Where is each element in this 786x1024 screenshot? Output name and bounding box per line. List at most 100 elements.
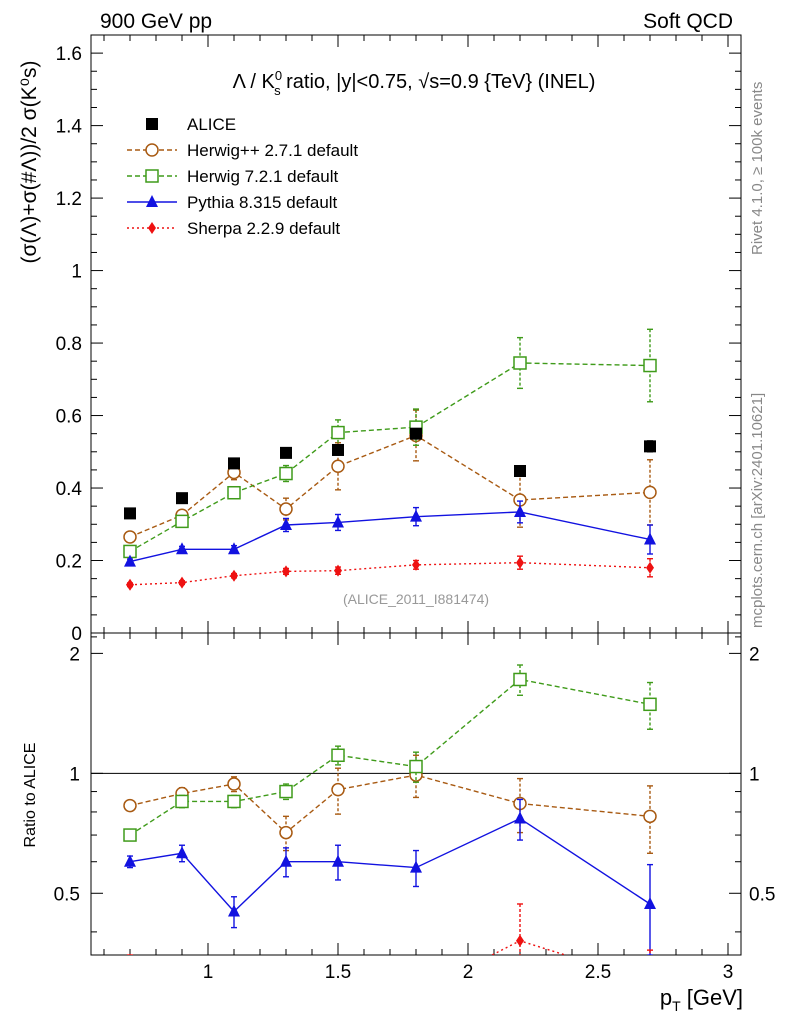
ratio-point-herwig-2-7-1-default <box>279 825 293 840</box>
main-line-pythia-8-315-default <box>129 511 651 563</box>
legend-label-sherpa-2-2-9-default: Sherpa 2.2.9 default <box>187 219 340 238</box>
legend-label-pythia-8-315-default: Pythia 8.315 default <box>187 193 338 212</box>
main-point-herwig-2-7-1-default <box>123 530 137 544</box>
main-point-sherpa-2-2-9-default <box>230 569 238 582</box>
ratio-point-herwig-7-2-1-default <box>331 748 345 763</box>
main-point-herwig-7-2-1-default <box>279 466 293 481</box>
legend-label-alice: ALICE <box>187 115 236 134</box>
main-point-alice <box>410 427 422 440</box>
ratio-tick-label: 0.5 <box>54 884 80 905</box>
header-left-label: 900 GeV pp <box>100 10 212 33</box>
main-point-herwig-7-2-1-default <box>175 514 189 529</box>
ratio-line-pythia-8-315-default <box>129 817 651 913</box>
ratio-point-sherpa-2-2-9-default <box>646 976 654 988</box>
ratio-point-pythia-8-315-default <box>332 854 344 867</box>
legend-marker-alice <box>146 118 158 130</box>
main-line-sherpa-2-2-9-default <box>129 561 651 586</box>
y-tick-label: 1.4 <box>56 117 83 138</box>
y-tick-label: 0.6 <box>56 407 82 428</box>
main-point-sherpa-2-2-9-default <box>126 578 134 591</box>
main-point-sherpa-2-2-9-default <box>178 576 186 589</box>
ratio-point-sherpa-2-2-9-default <box>129 954 131 955</box>
ratio-point-herwig-2-7-1-default <box>227 777 241 791</box>
ratio-point-pythia-8-315-default <box>644 896 656 909</box>
main-point-pythia-8-315-default <box>410 509 422 522</box>
main-point-pythia-8-315-default <box>176 542 188 555</box>
ratio-point-pythia-8-315-default <box>280 854 292 867</box>
ratio-y-axis-label: Ratio to ALICE <box>22 743 39 848</box>
legend: ALICE Herwig++ 2.7.1 default Herwig 7.2.1 … <box>127 115 358 238</box>
ratio-point-pythia-8-315-default <box>514 811 526 824</box>
main-point-sherpa-2-2-9-default <box>334 564 342 577</box>
x-tick-label: 3 <box>723 962 734 983</box>
main-point-sherpa-2-2-9-default <box>646 561 654 574</box>
ratio-point-sherpa-2-2-9-default <box>412 988 420 1000</box>
y-tick-label: 1.2 <box>56 189 82 210</box>
main-point-herwig-2-7-1-default <box>279 502 293 516</box>
ratio-point-pythia-8-315-default <box>176 846 188 859</box>
chart-title: Λ / K0 s ratio, |y|<0.75, √s=0.9 {TeV} (I… <box>233 68 596 98</box>
ratio-point-herwig-7-2-1-default <box>123 828 137 842</box>
y-tick-label: 0.8 <box>56 334 82 355</box>
ratio-tick-label-right: 1 <box>749 764 760 785</box>
site-label: mcplots.cern.ch [arXiv:2401.10621] <box>749 393 766 628</box>
ratio-line-sherpa-2-2-9-default <box>490 940 568 955</box>
ratio-line-herwig-7-2-1-default <box>129 678 651 836</box>
rivet-label: Rivet 4.1.0, ≥ 100k events <box>749 82 766 255</box>
main-point-alice <box>514 464 526 477</box>
main-point-herwig-7-2-1-default <box>331 425 345 440</box>
legend-marker-pythia-8-315-default <box>146 195 158 207</box>
ratio-point-sherpa-2-2-9-default <box>230 994 238 1006</box>
ratio-point-herwig-7-2-1-default <box>279 784 293 799</box>
ratio-point-herwig-7-2-1-default <box>227 794 241 809</box>
main-point-alice <box>644 440 656 453</box>
main-point-pythia-8-315-default <box>644 532 656 545</box>
ratio-point-herwig-2-7-1-default <box>123 798 137 813</box>
main-point-herwig-7-2-1-default <box>227 485 241 500</box>
ratio-point-herwig-7-2-1-default <box>513 672 527 687</box>
main-point-alice <box>332 443 344 456</box>
y-tick-label: 0.2 <box>56 552 82 573</box>
main-point-pythia-8-315-default <box>228 542 240 555</box>
ratio-point-herwig-2-7-1-default <box>331 782 345 797</box>
main-line-herwig-2-7-1-default <box>129 434 651 538</box>
main-point-alice <box>124 507 136 520</box>
header-right-label: Soft QCD <box>643 10 733 33</box>
ratio-point-herwig-7-2-1-default <box>409 759 423 774</box>
ratio-point-pythia-8-315-default <box>124 854 136 867</box>
x-axis-label: pT [GeV] <box>660 985 743 1014</box>
y-tick-label: 1.6 <box>56 44 82 65</box>
main-point-alice <box>280 446 292 459</box>
main-point-sherpa-2-2-9-default <box>516 556 524 569</box>
ratio-point-herwig-2-7-1-default <box>643 809 657 824</box>
main-point-herwig-7-2-1-default <box>643 358 657 373</box>
x-tick-label: 2.5 <box>585 962 611 983</box>
main-point-pythia-8-315-default <box>280 517 292 530</box>
ratio-point-herwig-7-2-1-default <box>643 697 657 712</box>
ratio-point-sherpa-2-2-9-default <box>516 934 524 947</box>
main-point-sherpa-2-2-9-default <box>282 565 290 578</box>
y-tick-label: 0.4 <box>56 479 83 500</box>
legend-marker-herwig-2-7-1-default <box>145 143 159 157</box>
main-series-group <box>123 328 657 591</box>
ratio-point-herwig-7-2-1-default <box>175 794 189 809</box>
ratio-series-group <box>123 664 657 1006</box>
main-point-herwig-2-7-1-default <box>331 459 345 474</box>
axis-ticks: 1 1.5 2 2.5 3 0 0.2 0.4 0.6 0.8 1 1.2 1.4 1.6 0.5 0.5 1 1… <box>54 35 775 983</box>
main-point-herwig-2-7-1-default <box>643 485 657 500</box>
ratio-point-sherpa-2-2-9-default <box>282 988 290 1000</box>
main-point-alice <box>176 492 188 505</box>
ratio-tick-label-right: 2 <box>749 644 760 665</box>
legend-marker-herwig-7-2-1-default <box>145 169 159 183</box>
x-tick-label: 1 <box>203 962 214 983</box>
ratio-point-sherpa-2-2-9-default <box>178 976 186 988</box>
ratio-point-pythia-8-315-default <box>228 904 240 917</box>
main-point-pythia-8-315-default <box>124 554 136 567</box>
analysis-watermark: (ALICE_2011_I881474) <box>343 591 489 607</box>
main-point-pythia-8-315-default <box>332 515 344 528</box>
ratio-point-sherpa-2-2-9-default <box>334 994 342 1006</box>
x-tick-label: 1.5 <box>325 962 351 983</box>
legend-marker-sherpa-2-2-9-default <box>148 222 156 234</box>
ratio-line-herwig-2-7-1-default <box>129 774 651 834</box>
